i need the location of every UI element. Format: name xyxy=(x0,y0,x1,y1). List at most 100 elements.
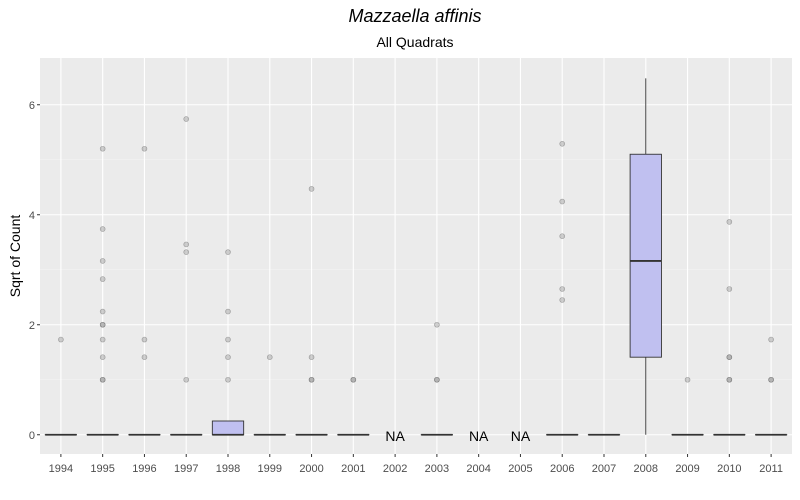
box-2010 xyxy=(713,219,746,436)
outlier-point xyxy=(99,226,106,232)
box-2002: NA xyxy=(385,428,405,444)
outlier-point xyxy=(308,376,315,383)
y-tick-label: 0 xyxy=(29,430,35,442)
box-2006 xyxy=(546,141,579,436)
plot-panel xyxy=(40,58,792,454)
outlier-point xyxy=(141,145,148,152)
y-axis-title: Sqrt of Count xyxy=(7,215,23,298)
x-tick-label: 2006 xyxy=(550,463,574,475)
outlier-point xyxy=(225,376,231,383)
outlier-point xyxy=(225,249,231,255)
box-1999 xyxy=(253,354,286,436)
outlier-point xyxy=(99,145,106,152)
box-marks: NA NA NA xyxy=(44,78,788,444)
outlier-point xyxy=(141,354,148,361)
outlier-point xyxy=(726,376,733,383)
x-tick-label: 2003 xyxy=(425,463,449,475)
outlier-point xyxy=(434,376,440,383)
x-tick-label: 1998 xyxy=(216,463,240,475)
x-tick-label: 1995 xyxy=(90,463,114,475)
outlier-point xyxy=(266,354,273,361)
box-iqr xyxy=(211,420,245,436)
outlier-point xyxy=(308,354,315,361)
outlier-point xyxy=(183,116,190,122)
outlier-point xyxy=(684,376,691,383)
outlier-point xyxy=(726,376,733,383)
outlier-point xyxy=(225,336,231,343)
outlier-point xyxy=(99,321,106,328)
x-tick-label: 1999 xyxy=(258,463,282,475)
box-2003 xyxy=(420,321,454,436)
box-1997 xyxy=(170,116,203,436)
x-tick-label: 2005 xyxy=(508,463,532,475)
x-tick-label: 1997 xyxy=(174,463,198,475)
box-2000 xyxy=(295,186,328,436)
outlier-point xyxy=(58,336,64,343)
outlier-point xyxy=(99,308,106,315)
outlier-point xyxy=(559,198,566,205)
outlier-point xyxy=(183,241,190,248)
x-tick-label: 1994 xyxy=(49,463,73,475)
outlier-point xyxy=(350,376,357,383)
outlier-point xyxy=(308,376,315,383)
outlier-point xyxy=(768,336,774,343)
box-2011 xyxy=(754,336,788,436)
outlier-point xyxy=(726,286,733,292)
box-2001 xyxy=(337,376,370,436)
x-tick-label: 2007 xyxy=(592,463,616,475)
na-label: NA xyxy=(511,428,531,444)
outlier-point xyxy=(768,376,774,383)
outlier-point xyxy=(350,376,357,383)
outlier-point xyxy=(183,376,190,383)
box-1996 xyxy=(128,145,161,436)
outlier-point xyxy=(726,354,733,361)
outlier-point xyxy=(768,376,774,383)
outlier-point xyxy=(308,186,315,192)
outlier-point xyxy=(99,321,106,328)
box-2008 xyxy=(629,78,662,435)
outlier-point xyxy=(99,376,106,383)
outlier-point xyxy=(99,258,106,264)
outlier-point xyxy=(225,308,231,315)
box-1994 xyxy=(44,336,78,436)
x-tick-label: 2010 xyxy=(717,463,741,475)
box-2009 xyxy=(671,376,704,436)
outlier-point xyxy=(559,141,566,147)
outlier-point xyxy=(141,336,148,343)
x-tick-label: 2008 xyxy=(634,463,658,475)
x-tick-label: 1996 xyxy=(132,463,156,475)
y-axis: 0 2 4 6 xyxy=(29,100,40,442)
x-tick-label: 2004 xyxy=(466,463,490,475)
outlier-point xyxy=(434,321,440,328)
na-label: NA xyxy=(469,428,489,444)
box-iqr xyxy=(629,153,662,358)
x-tick-label: 2002 xyxy=(383,463,407,475)
outlier-point xyxy=(99,336,106,343)
chart-title: Mazzaella affinis xyxy=(348,6,481,26)
y-tick-label: 2 xyxy=(29,320,35,332)
x-tick-label: 2001 xyxy=(341,463,365,475)
x-tick-label: 2009 xyxy=(675,463,699,475)
outlier-point xyxy=(99,276,106,282)
y-tick-label: 4 xyxy=(29,210,35,222)
outlier-point xyxy=(559,233,566,239)
outlier-point xyxy=(726,354,733,361)
outlier-point xyxy=(225,354,231,361)
chart-subtitle: All Quadrats xyxy=(376,34,453,50)
box-1998 xyxy=(211,249,245,436)
outlier-point xyxy=(559,297,566,303)
na-label: NA xyxy=(385,428,405,444)
outlier-point xyxy=(559,286,566,292)
x-tick-label: 2000 xyxy=(299,463,323,475)
y-tick-label: 6 xyxy=(29,100,35,112)
box-2005: NA xyxy=(511,428,531,444)
outlier-point xyxy=(726,219,733,225)
outlier-point xyxy=(99,376,106,383)
outlier-point xyxy=(99,354,106,361)
x-axis: 1994 1995 1996 1997 1998 1999 2000 2001 2002 2003… xyxy=(49,454,783,475)
outlier-point xyxy=(183,249,190,255)
x-tick-label: 2011 xyxy=(759,463,783,475)
box-1995 xyxy=(86,145,119,436)
box-2004: NA xyxy=(469,428,489,444)
